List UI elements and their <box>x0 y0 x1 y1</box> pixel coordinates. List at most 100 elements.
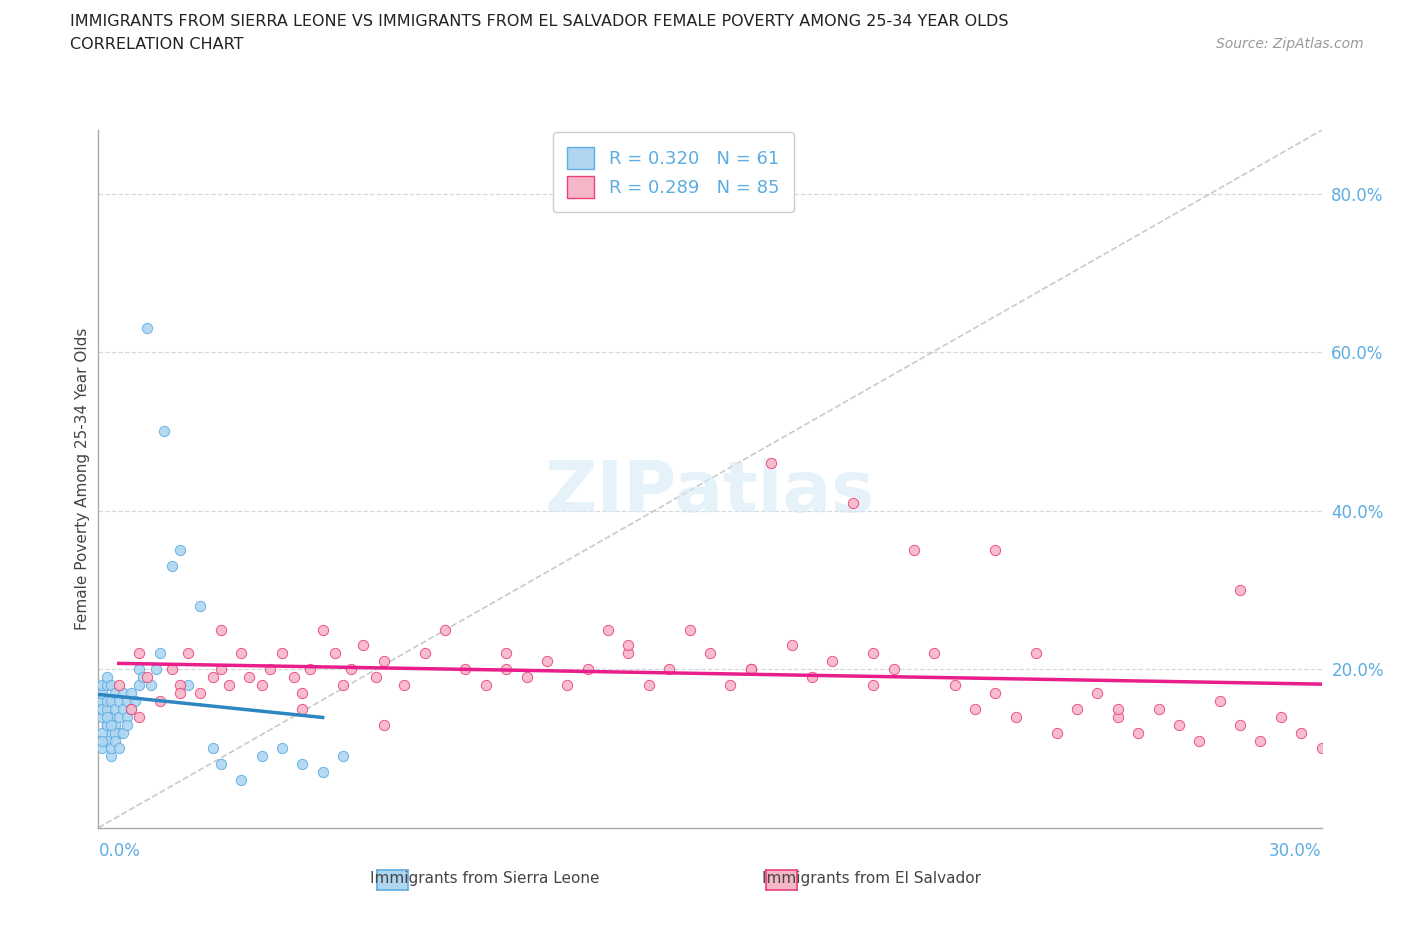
Point <box>108 694 131 709</box>
Point <box>373 717 395 732</box>
Point <box>128 710 150 724</box>
Point <box>598 622 620 637</box>
Point <box>104 717 127 732</box>
Point <box>100 725 122 740</box>
Point <box>231 646 253 661</box>
Text: Immigrants from El Salvador: Immigrants from El Salvador <box>762 871 981 886</box>
Point <box>91 678 114 693</box>
Point <box>96 670 118 684</box>
Point <box>576 662 599 677</box>
Point <box>841 496 863 511</box>
Point <box>209 662 232 677</box>
Text: ZIPatlas: ZIPatlas <box>546 458 875 527</box>
Point <box>332 749 354 764</box>
Point <box>96 733 118 748</box>
Point <box>124 694 146 709</box>
Point <box>1249 733 1271 748</box>
Point <box>862 678 884 693</box>
Point <box>259 662 281 677</box>
Point <box>108 725 131 740</box>
Point <box>120 701 142 716</box>
Point <box>100 741 122 756</box>
Point <box>1147 701 1170 716</box>
Point <box>1167 717 1189 732</box>
Point <box>1107 701 1129 716</box>
Point <box>96 701 118 716</box>
Point <box>1209 694 1232 709</box>
Point <box>128 678 150 693</box>
Point <box>1128 725 1150 740</box>
Point <box>740 662 762 677</box>
Point <box>965 701 987 716</box>
Point <box>495 646 517 661</box>
Point <box>1045 725 1069 740</box>
Point <box>91 741 114 756</box>
Point <box>883 662 905 677</box>
Point <box>283 670 305 684</box>
Point <box>340 662 363 677</box>
Point <box>188 685 212 700</box>
Point <box>91 733 114 748</box>
Point <box>209 757 232 772</box>
Point <box>96 710 118 724</box>
Point <box>100 717 122 732</box>
Point <box>922 646 945 661</box>
Point <box>638 678 661 693</box>
Point <box>91 685 114 700</box>
Point <box>152 424 174 439</box>
Point <box>100 694 122 709</box>
Point <box>270 646 294 661</box>
Point <box>740 662 762 677</box>
Point <box>1229 717 1251 732</box>
Point <box>128 646 150 661</box>
Point <box>495 662 517 677</box>
Point <box>250 678 273 693</box>
Point <box>238 670 260 684</box>
Point <box>1310 741 1333 756</box>
Point <box>1291 725 1313 740</box>
Point <box>188 598 212 613</box>
Point <box>96 694 118 709</box>
Point <box>100 749 122 764</box>
Point <box>104 701 127 716</box>
Point <box>761 456 783 471</box>
Point <box>474 678 498 693</box>
Point <box>903 543 925 558</box>
Point <box>679 622 702 637</box>
Point <box>536 654 558 669</box>
Point <box>720 678 742 693</box>
Point <box>104 733 127 748</box>
Point <box>617 646 640 661</box>
Point <box>291 701 314 716</box>
Point <box>821 654 844 669</box>
Point <box>699 646 721 661</box>
Point <box>312 764 335 779</box>
Point <box>1004 710 1026 724</box>
Point <box>373 654 395 669</box>
Point <box>141 678 163 693</box>
Point <box>132 670 155 684</box>
Point <box>801 670 824 684</box>
Point <box>231 773 253 788</box>
Point <box>91 710 114 724</box>
Point <box>145 662 167 677</box>
Point <box>943 678 966 693</box>
Text: Immigrants from Sierra Leone: Immigrants from Sierra Leone <box>370 871 600 886</box>
Point <box>1188 733 1211 748</box>
Point <box>91 701 114 716</box>
Point <box>100 678 122 693</box>
Point <box>91 725 114 740</box>
Point <box>332 678 354 693</box>
Point <box>1025 646 1047 661</box>
Point <box>96 678 118 693</box>
Point <box>128 662 150 677</box>
Point <box>454 662 477 677</box>
Point <box>862 646 884 661</box>
Point <box>323 646 346 661</box>
Point <box>115 694 138 709</box>
Point <box>169 543 191 558</box>
Point <box>299 662 322 677</box>
Point <box>250 749 273 764</box>
Point <box>100 710 122 724</box>
Point <box>209 622 232 637</box>
